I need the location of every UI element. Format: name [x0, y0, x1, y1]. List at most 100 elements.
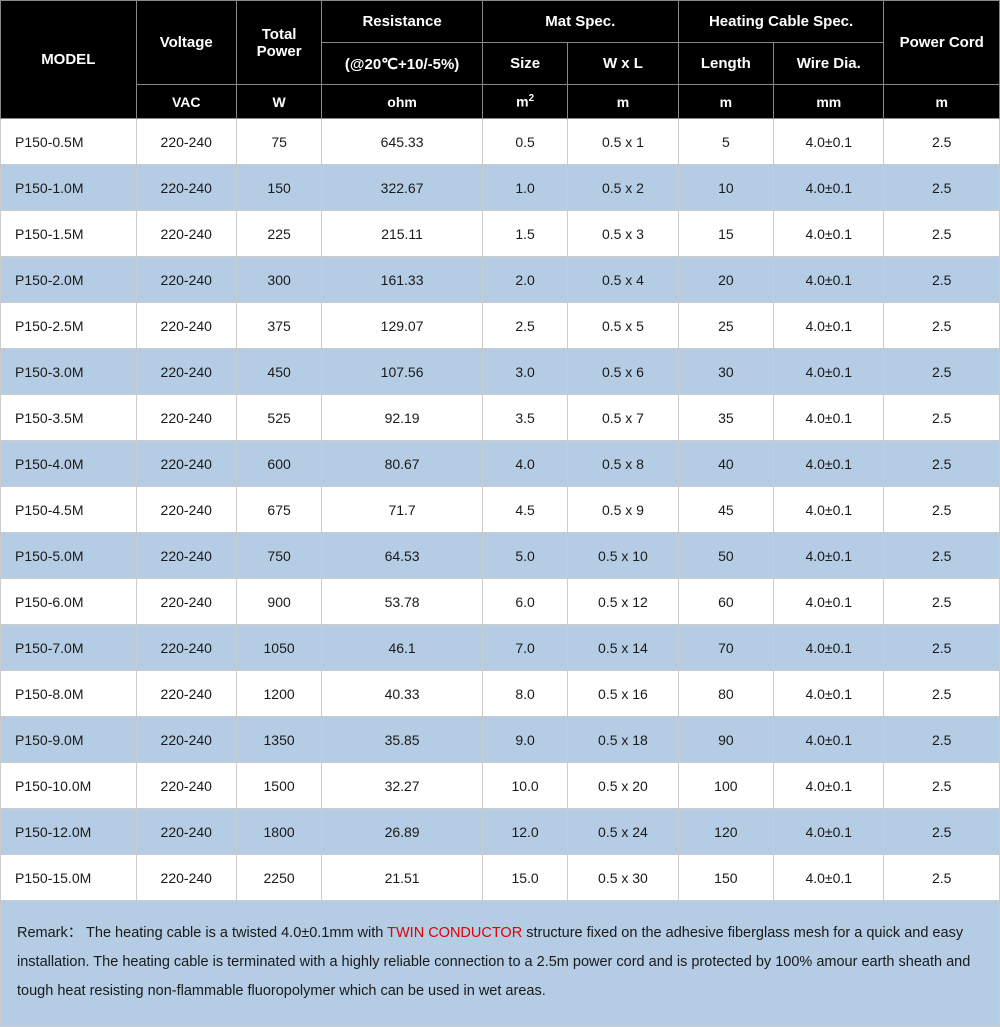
cell: 1.0 [482, 165, 567, 211]
cell: 0.5 x 18 [568, 717, 678, 763]
cell: P150-10.0M [1, 763, 137, 809]
cell: 10.0 [482, 763, 567, 809]
col-mat-size: Size [482, 43, 567, 85]
cell: 15 [678, 211, 773, 257]
cell: 220-240 [136, 625, 236, 671]
cell: 26.89 [322, 809, 483, 855]
cell: 35.85 [322, 717, 483, 763]
cell: 2.5 [884, 579, 1000, 625]
table-row: P150-3.5M220-24052592.193.50.5 x 7354.0±… [1, 395, 1000, 441]
remark-cell: Remark： The heating cable is a twisted 4… [1, 901, 1000, 1027]
cell: 71.7 [322, 487, 483, 533]
col-voltage: Voltage [136, 1, 236, 85]
col-cable-dia: Wire Dia. [774, 43, 884, 85]
cell: 2.5 [884, 257, 1000, 303]
unit-mm: mm [774, 85, 884, 119]
cell: 0.5 x 6 [568, 349, 678, 395]
cell: 30 [678, 349, 773, 395]
cell: 1800 [236, 809, 321, 855]
cell: P150-3.0M [1, 349, 137, 395]
cell: 220-240 [136, 671, 236, 717]
cell: 70 [678, 625, 773, 671]
cell: 4.5 [482, 487, 567, 533]
cell: 0.5 x 8 [568, 441, 678, 487]
cell: 2.5 [884, 717, 1000, 763]
col-model: MODEL [1, 1, 137, 119]
cell: 9.0 [482, 717, 567, 763]
cell: P150-6.0M [1, 579, 137, 625]
cell: 35 [678, 395, 773, 441]
table-header: MODEL Voltage Total Power Resistance Mat… [1, 1, 1000, 119]
spec-table: MODEL Voltage Total Power Resistance Mat… [0, 0, 1000, 1027]
cell: 0.5 x 10 [568, 533, 678, 579]
table-row: P150-5.0M220-24075064.535.00.5 x 10504.0… [1, 533, 1000, 579]
cell: 4.0±0.1 [774, 165, 884, 211]
cell: 120 [678, 809, 773, 855]
cell: 2.5 [884, 165, 1000, 211]
cell: 2.5 [884, 441, 1000, 487]
cell: 525 [236, 395, 321, 441]
table-row: P150-12.0M220-240180026.8912.00.5 x 2412… [1, 809, 1000, 855]
cell: 4.0±0.1 [774, 257, 884, 303]
cell: 220-240 [136, 763, 236, 809]
cell: P150-4.5M [1, 487, 137, 533]
cell: 4.0±0.1 [774, 579, 884, 625]
cell: 750 [236, 533, 321, 579]
cell: 161.33 [322, 257, 483, 303]
table-row: P150-7.0M220-240105046.17.00.5 x 14704.0… [1, 625, 1000, 671]
cell: 4.0±0.1 [774, 717, 884, 763]
cell: P150-1.5M [1, 211, 137, 257]
cell: 2.5 [884, 533, 1000, 579]
unit-ohm: ohm [322, 85, 483, 119]
col-power-cord: Power Cord [884, 1, 1000, 85]
cell: 0.5 x 14 [568, 625, 678, 671]
cell: 0.5 x 2 [568, 165, 678, 211]
cell: 4.0±0.1 [774, 487, 884, 533]
cell: 0.5 x 3 [568, 211, 678, 257]
cell: 4.0±0.1 [774, 533, 884, 579]
cell: 150 [236, 165, 321, 211]
cell: 0.5 x 24 [568, 809, 678, 855]
cell: 5.0 [482, 533, 567, 579]
cell: 6.0 [482, 579, 567, 625]
cell: 1200 [236, 671, 321, 717]
cell: 2.5 [884, 487, 1000, 533]
cell: 220-240 [136, 257, 236, 303]
cell: 645.33 [322, 119, 483, 165]
cell: 7.0 [482, 625, 567, 671]
cell: 220-240 [136, 579, 236, 625]
cell: 322.67 [322, 165, 483, 211]
cell: 0.5 x 12 [568, 579, 678, 625]
col-resistance: Resistance [322, 1, 483, 43]
remark-text-1: The heating cable is a twisted 4.0±0.1mm… [86, 925, 387, 941]
cell: 220-240 [136, 441, 236, 487]
cell: 20 [678, 257, 773, 303]
table-row: P150-3.0M220-240450107.563.00.5 x 6304.0… [1, 349, 1000, 395]
cell: P150-9.0M [1, 717, 137, 763]
cell: 2.5 [884, 395, 1000, 441]
cell: 220-240 [136, 809, 236, 855]
cell: 1500 [236, 763, 321, 809]
unit-w: W [236, 85, 321, 119]
cell: 0.5 x 20 [568, 763, 678, 809]
cell: 0.5 x 5 [568, 303, 678, 349]
total-power-l1: Total Power [257, 26, 302, 60]
cell: 40 [678, 441, 773, 487]
table-row: P150-4.0M220-24060080.674.00.5 x 8404.0±… [1, 441, 1000, 487]
cell: 2.5 [884, 349, 1000, 395]
cell: P150-4.0M [1, 441, 137, 487]
cell: 4.0±0.1 [774, 855, 884, 901]
cell: 4.0±0.1 [774, 303, 884, 349]
cell: 75 [236, 119, 321, 165]
table-row: P150-1.0M220-240150322.671.00.5 x 2104.0… [1, 165, 1000, 211]
table-row: P150-9.0M220-240135035.859.00.5 x 18904.… [1, 717, 1000, 763]
cell: 220-240 [136, 349, 236, 395]
cell: 0.5 x 1 [568, 119, 678, 165]
cell: P150-8.0M [1, 671, 137, 717]
cell: 25 [678, 303, 773, 349]
cell: P150-7.0M [1, 625, 137, 671]
cell: P150-2.0M [1, 257, 137, 303]
cell: 215.11 [322, 211, 483, 257]
cell: 4.0±0.1 [774, 349, 884, 395]
cell: 225 [236, 211, 321, 257]
